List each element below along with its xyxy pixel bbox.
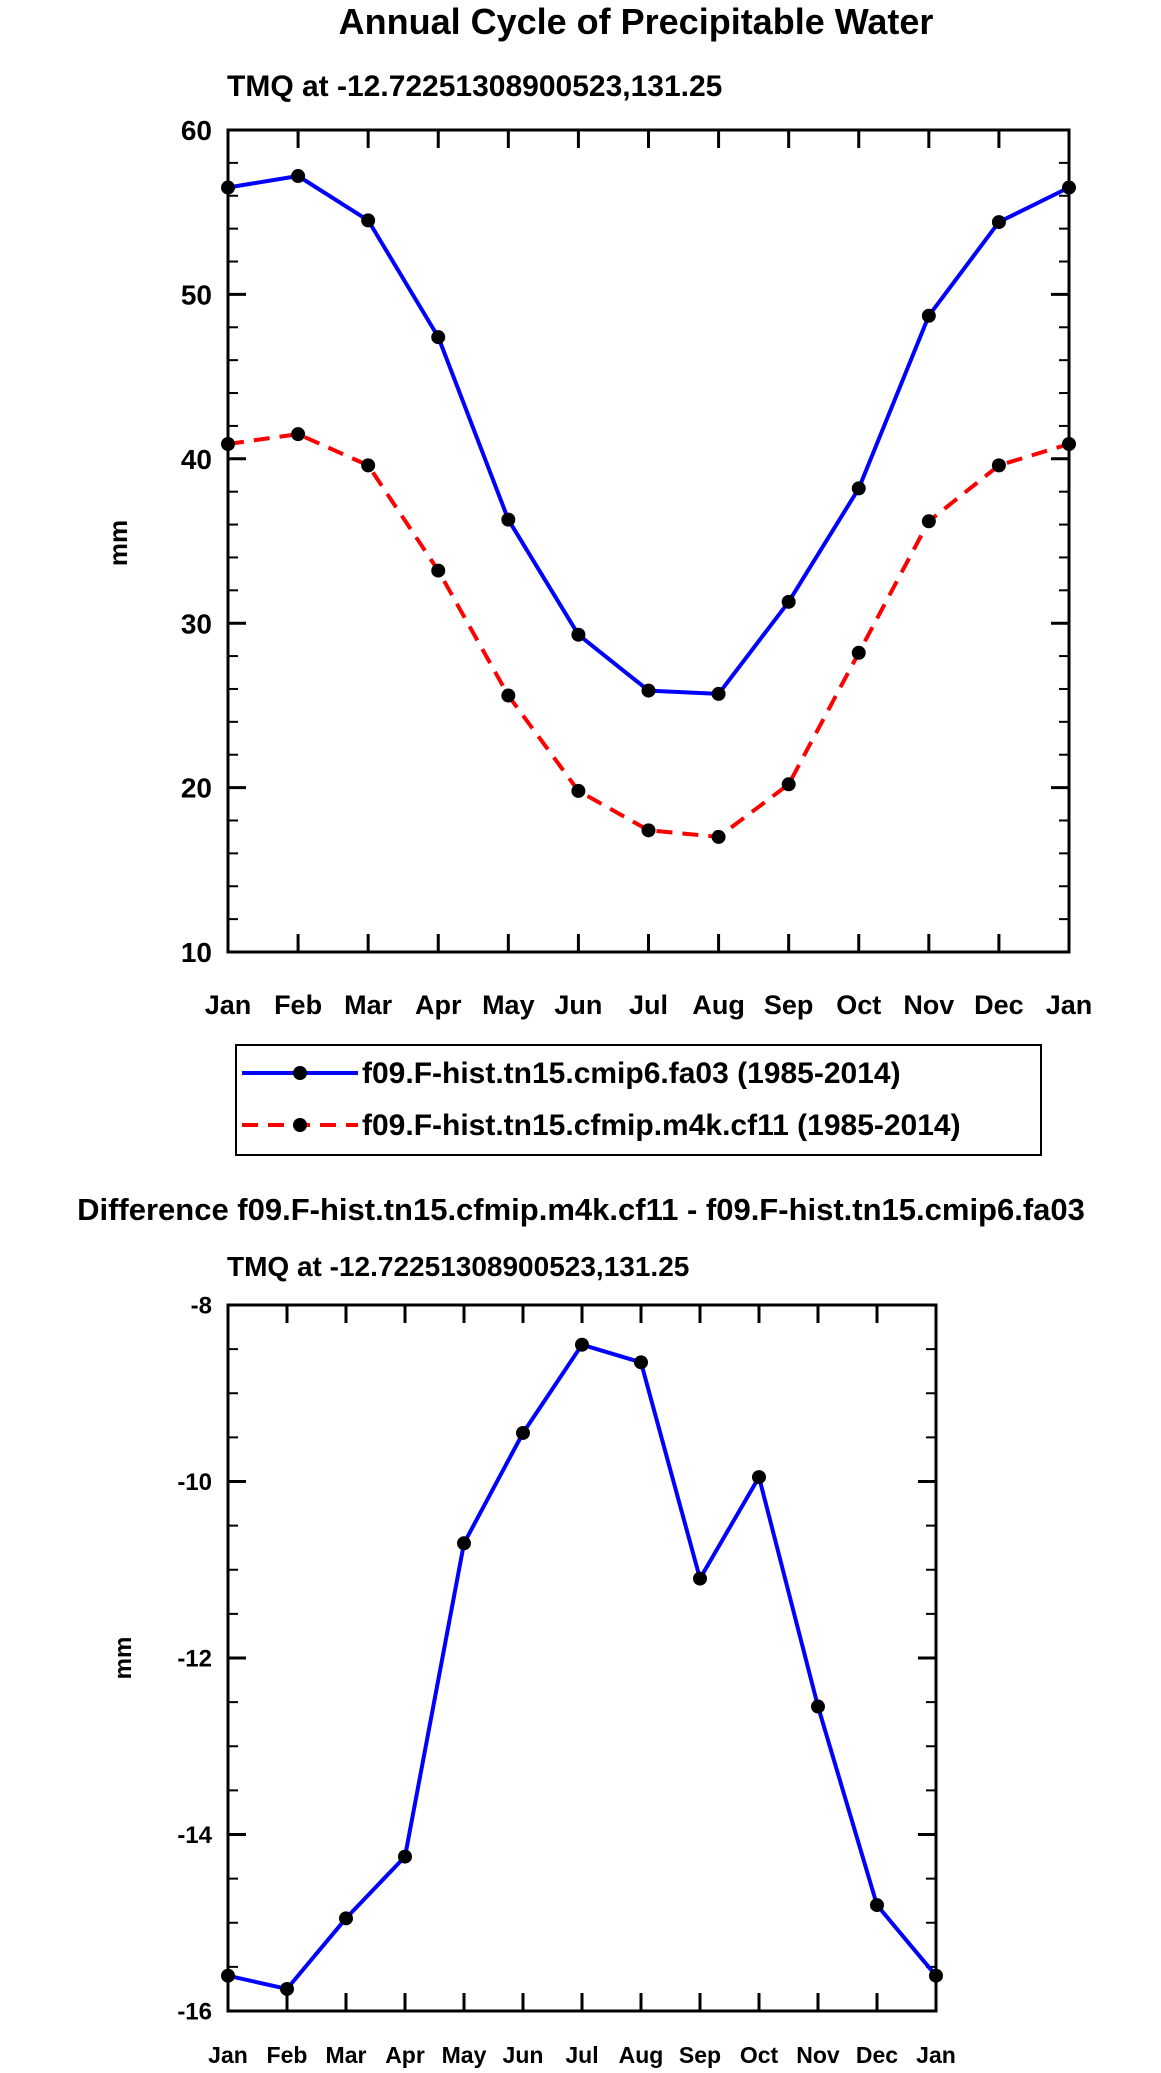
precipitable-water-chart: Annual Cycle of Precipitable Water TMQ a…: [103, 1, 1092, 1020]
chart-title: Difference f09.F-hist.tn15.cfmip.m4k.cf1…: [77, 1192, 1085, 1227]
series-line-0: [227, 174, 1070, 696]
series-point-0: [811, 1699, 825, 1714]
x-tick-label: Jan: [916, 2042, 956, 2068]
plot-area: 10 20 30 40 50 60 Jan Feb Mar Apr May Jun Jul Aug Sep O…: [181, 115, 1092, 1020]
x-tick-label: Aug: [619, 2042, 664, 2068]
series-point-1: [1062, 437, 1076, 452]
legend: f09.F-hist.tn15.cmip6.fa03 (1985-2014) f…: [235, 1044, 1042, 1156]
difference-chart: Difference f09.F-hist.tn15.cfmip.m4k.cf1…: [77, 1192, 1085, 2068]
series-point-1: [711, 829, 726, 844]
y-tick-label: 60: [181, 115, 212, 146]
y-tick-label: 40: [181, 444, 212, 475]
series-point-1: [921, 514, 936, 529]
x-tick-label: Jul: [565, 2042, 598, 2068]
series-point-1: [361, 458, 376, 473]
series-point-0: [752, 1470, 766, 1485]
x-tick-label: Feb: [274, 990, 322, 1020]
series-point-0: [457, 1536, 471, 1551]
series-point-0: [870, 1898, 884, 1913]
legend-marker-m4k: [293, 1118, 307, 1132]
x-tick-label: Apr: [385, 2042, 425, 2068]
series-point-0: [711, 686, 726, 701]
chart-subtitle: TMQ at -12.72251308900523,131.25: [227, 70, 722, 103]
series-point-0: [221, 180, 235, 195]
series-point-0: [929, 1968, 943, 1983]
series-point-0: [641, 683, 656, 698]
y-tick-label: 50: [181, 279, 212, 310]
y-tick-label: -10: [177, 1469, 212, 1496]
legend-label-m4k: f09.F-hist.tn15.cfmip.m4k.cf11 (1985-201…: [362, 1109, 961, 1142]
plot-frame: [226, 1303, 938, 2013]
x-tick-label: Jul: [629, 990, 668, 1020]
series-point-0: [634, 1355, 648, 1370]
x-tick-label: Jan: [208, 2042, 248, 2068]
x-tick-label: May: [482, 990, 535, 1020]
series-point-0: [291, 169, 306, 184]
legend-box: [235, 1044, 1042, 1156]
series-point-0: [501, 512, 516, 527]
x-tick-label: Jun: [554, 990, 602, 1020]
x-tick-label: Sep: [679, 2042, 721, 2068]
series-point-0: [575, 1337, 589, 1352]
series-point-0: [398, 1849, 412, 1864]
series-point-1: [851, 645, 866, 660]
series-line-0: [227, 1342, 938, 1991]
series-point-0: [516, 1425, 530, 1440]
x-tick-label: Nov: [903, 990, 954, 1020]
y-tick-label: -12: [177, 1646, 212, 1673]
series-point-1: [641, 823, 656, 838]
y-axis-label: mm: [103, 520, 133, 566]
chart-title: Annual Cycle of Precipitable Water: [339, 1, 934, 42]
series-point-0: [339, 1911, 353, 1926]
x-tick-label: Aug: [692, 990, 744, 1020]
x-tick-label: Dec: [974, 990, 1024, 1020]
series-point-0: [921, 308, 936, 323]
series-point-0: [851, 481, 866, 496]
y-axis-label: mm: [110, 1637, 137, 1680]
series-point-1: [991, 458, 1006, 473]
x-tick-label: Oct: [740, 2042, 779, 2068]
chart-subtitle: TMQ at -12.72251308900523,131.25: [227, 1251, 689, 1282]
x-tick-label: Jan: [205, 990, 252, 1020]
x-tick-label: Jan: [1046, 990, 1093, 1020]
y-tick-label: 30: [181, 608, 212, 639]
x-tick-label: Sep: [764, 990, 814, 1020]
series-point-1: [221, 437, 235, 452]
series-point-0: [280, 1981, 294, 1996]
series-point-0: [571, 627, 586, 642]
series-point-0: [431, 330, 446, 345]
series-point-0: [781, 594, 796, 609]
y-tick-label: 10: [181, 937, 212, 968]
x-tick-label: Dec: [856, 2042, 898, 2068]
x-tick-label: Jun: [503, 2042, 544, 2068]
x-tick-label: Mar: [344, 990, 393, 1020]
series-point-1: [571, 783, 586, 798]
series-point-1: [291, 427, 306, 442]
x-tick-label: Oct: [836, 990, 881, 1020]
series-point-0: [991, 215, 1006, 230]
series-point-0: [1062, 180, 1076, 195]
series-point-1: [431, 563, 446, 578]
x-tick-label: Nov: [796, 2042, 840, 2068]
x-tick-label: Apr: [415, 990, 462, 1020]
y-tick-label: -8: [191, 1293, 212, 1320]
plot-area: -16 -14 -12 -10 -8 Jan Feb Mar Apr May Jun Jul Aug Se…: [177, 1293, 956, 2068]
series-point-0: [693, 1571, 707, 1586]
series-point-1: [501, 688, 516, 703]
x-tick-label: May: [442, 2042, 487, 2068]
y-tick-label: -14: [177, 1822, 212, 1849]
x-tick-label: Feb: [267, 2042, 308, 2068]
x-tick-label: Mar: [326, 2042, 367, 2068]
series-line-1: [227, 432, 1070, 839]
series-point-1: [781, 777, 796, 792]
y-tick-label: -16: [177, 1999, 212, 2026]
legend-label-cmip6: f09.F-hist.tn15.cmip6.fa03 (1985-2014): [362, 1057, 901, 1090]
y-tick-label: 20: [181, 773, 212, 804]
series-point-0: [221, 1968, 235, 1983]
series-point-0: [361, 213, 376, 228]
legend-marker-cmip6: [293, 1066, 307, 1080]
